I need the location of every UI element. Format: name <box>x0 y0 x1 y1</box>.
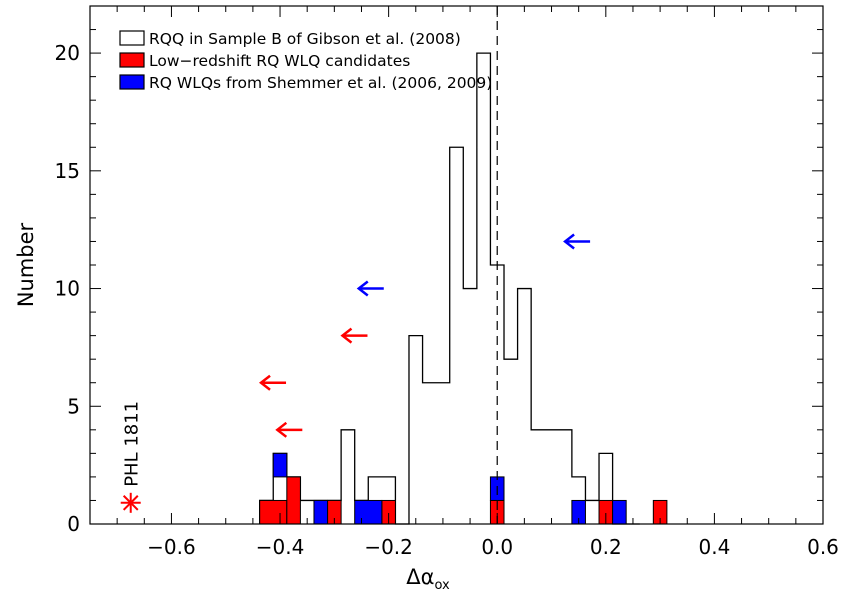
legend: RQQ in Sample B of Gibson et al. (2008) L… <box>119 30 492 92</box>
y-axis-label: Number <box>14 222 38 307</box>
y-tick-label: 5 <box>67 394 80 418</box>
blue-wlq-bar <box>313 499 329 525</box>
arrow-head <box>275 421 288 438</box>
axis-ticks <box>89 5 824 525</box>
arrow-head <box>258 374 271 391</box>
legend-swatch <box>119 74 145 90</box>
x-axis-label-main: Δα <box>406 565 434 589</box>
x-tick-labels: −0.6 −0.4 −0.2 0.0 0.2 0.4 0.6 <box>147 535 839 559</box>
legend-swatch <box>119 30 145 46</box>
x-axis-label: Δαox <box>406 565 450 593</box>
upper-limit-arrow <box>258 374 287 391</box>
legend-swatch <box>119 52 145 68</box>
arrow-head <box>356 280 369 297</box>
arrow-head <box>340 327 353 344</box>
phl-1811-label: PHL 1811 <box>122 401 143 487</box>
y-tick-label: 20 <box>55 41 80 65</box>
red-wlq-bar <box>259 499 288 525</box>
x-tick-label: −0.4 <box>256 535 305 559</box>
y-tick-label: 15 <box>55 159 80 183</box>
legend-label: RQQ in Sample B of Gibson et al. (2008) <box>149 30 461 48</box>
blue-wlq-bar <box>272 452 288 478</box>
x-tick-label: 0.4 <box>699 535 731 559</box>
y-tick-label: 0 <box>67 512 80 536</box>
x-tick-label: −0.6 <box>147 535 196 559</box>
upper-limit-arrow <box>275 421 303 438</box>
upper-limit-arrow <box>563 233 591 250</box>
red-wlq-bar <box>286 476 301 525</box>
legend-label: Low−redshift RQ WLQ candidates <box>149 52 410 70</box>
wlq-bars-layer <box>259 452 668 525</box>
x-tick-label: 0.2 <box>590 535 622 559</box>
y-tick-label: 10 <box>55 277 80 301</box>
x-tick-label: 0.0 <box>481 535 513 559</box>
arrow-head <box>563 233 575 250</box>
phl-1811-annotation: PHL 1811 <box>120 401 143 513</box>
asterisk-marker <box>120 492 141 513</box>
asterisk-stroke <box>122 495 139 511</box>
x-axis-label-subscript: ox <box>434 578 450 593</box>
x-tick-label: 0.6 <box>807 535 839 559</box>
x-tick-label: −0.2 <box>364 535 413 559</box>
upper-limit-arrow <box>340 327 368 344</box>
blue-wlq-bar <box>612 499 627 525</box>
y-tick-labels: 0 5 10 15 20 <box>55 41 80 536</box>
upper-limit-arrows <box>258 233 591 438</box>
legend-label: RQ WLQs from Shemmer et al. (2006, 2009) <box>149 74 492 92</box>
blue-wlq-bar <box>354 499 383 525</box>
upper-limit-arrow <box>356 280 384 297</box>
